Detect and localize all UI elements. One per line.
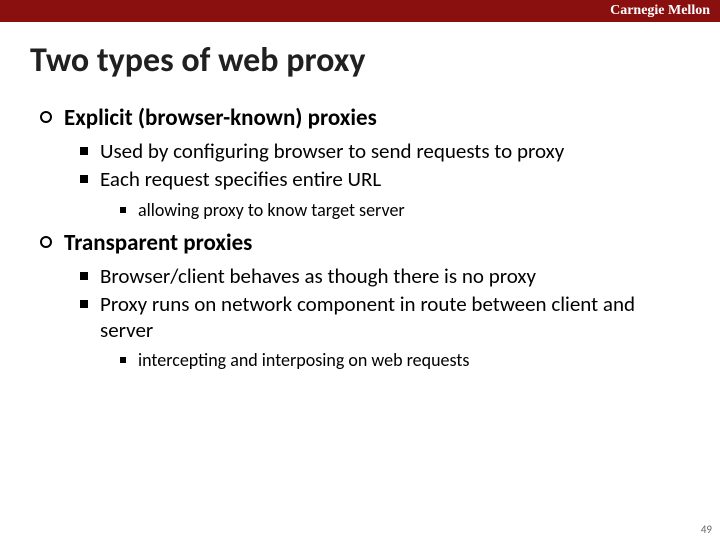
list-item: Used by configuring browser to send requ… xyxy=(80,138,690,164)
bullet-square-icon xyxy=(80,300,88,308)
slide-title: Two types of web proxy xyxy=(30,40,365,81)
list-item: Transparent proxies Browser/client behav… xyxy=(40,229,690,372)
bullet-small-square-icon xyxy=(120,207,126,213)
slide-content: Explicit (browser-known) proxies Used by… xyxy=(40,104,690,377)
list-item: intercepting and interposing on web requ… xyxy=(120,349,690,371)
list-item: allowing proxy to know target server xyxy=(120,199,690,221)
bullet-square-icon xyxy=(80,272,88,280)
list-item: Proxy runs on network component in route… xyxy=(80,291,690,372)
lvl2-text: Each request specifies entire URL xyxy=(100,166,381,192)
bullet-small-square-icon xyxy=(120,357,126,363)
lvl2-text: Browser/client behaves as though there i… xyxy=(100,263,536,289)
outline-list: Explicit (browser-known) proxies Used by… xyxy=(40,104,690,371)
bullet-square-icon xyxy=(80,147,88,155)
bullet-square-icon xyxy=(80,175,88,183)
list-item: Browser/client behaves as though there i… xyxy=(80,263,690,289)
lvl3-text: allowing proxy to know target server xyxy=(138,199,405,221)
lvl3-text: intercepting and interposing on web requ… xyxy=(138,349,469,371)
list-item: Each request specifies entire URL allowi… xyxy=(80,166,690,220)
lvl1-text: Transparent proxies xyxy=(64,229,252,257)
list-item: Explicit (browser-known) proxies Used by… xyxy=(40,104,690,221)
bullet-circle-icon xyxy=(40,111,52,123)
slide: Carnegie Mellon Two types of web proxy E… xyxy=(0,0,720,540)
page-number: 49 xyxy=(701,523,712,536)
lvl2-text: Proxy runs on network component in route… xyxy=(100,291,690,344)
brand-text: Carnegie Mellon xyxy=(610,0,710,22)
lvl1-text: Explicit (browser-known) proxies xyxy=(64,104,377,132)
lvl2-text: Used by configuring browser to send requ… xyxy=(100,138,564,164)
bullet-circle-icon xyxy=(40,236,52,248)
